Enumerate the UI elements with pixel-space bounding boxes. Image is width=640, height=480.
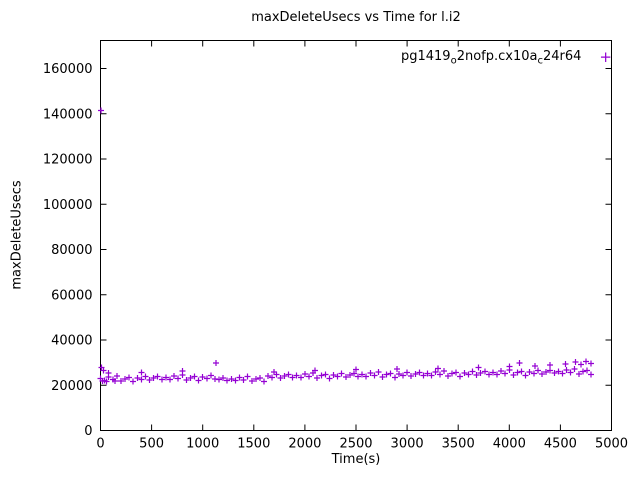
y-tick-label: 60000	[51, 288, 92, 303]
x-tick-label: 500	[139, 437, 164, 452]
x-axis-label: Time(s)	[331, 452, 381, 467]
x-tick-label: 1500	[237, 437, 270, 452]
y-tick-label: 140000	[43, 107, 93, 122]
legend: pg1419o2nofp.cx10ac24r64 +	[401, 49, 612, 67]
x-tick-label: 0	[96, 437, 104, 452]
chart-title: maxDeleteUsecs vs Time for l.i2	[251, 10, 461, 25]
x-tick-label: 2500	[339, 437, 372, 452]
x-tick-label: 4000	[493, 437, 526, 452]
y-tick-label: 0	[84, 424, 92, 439]
y-tick-label: 40000	[51, 334, 92, 349]
x-tick-label: 4500	[544, 437, 577, 452]
x-tick-label: 1000	[186, 437, 219, 452]
y-tick-label: 160000	[43, 62, 93, 77]
y-tick-label: 20000	[51, 379, 92, 394]
legend-series-marker-icon: +	[599, 48, 612, 67]
x-tick-label: 3000	[391, 437, 424, 452]
axis-ticks	[100, 40, 612, 431]
series-points	[97, 107, 594, 385]
y-tick-label: 80000	[51, 243, 92, 258]
x-tick-label: 2000	[288, 437, 321, 452]
y-tick-label: 100000	[43, 198, 93, 213]
y-tick-label: 120000	[43, 153, 93, 168]
legend-label: pg1419o2nofp.cx10ac24r64	[400, 49, 582, 67]
x-tick-label: 5000	[595, 437, 628, 452]
x-tick-label: 3500	[442, 437, 475, 452]
